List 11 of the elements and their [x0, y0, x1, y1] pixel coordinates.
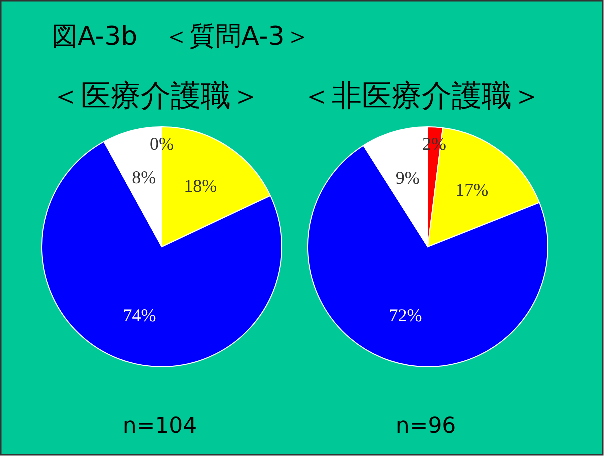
text: n=96	[396, 414, 456, 439]
data-label: 17%	[456, 180, 489, 200]
chart-title: 図A-3b ＜質問A-3＞	[52, 22, 311, 52]
data-label: 18%	[184, 176, 218, 196]
data-label: 8%	[132, 167, 156, 188]
data-label: 74%	[123, 305, 156, 326]
chart-subtitle: ＜医療介護職＞	[51, 79, 261, 114]
data-label: 72%	[389, 305, 422, 326]
chart-subtitle: ＜非医療介護職＞	[302, 79, 542, 114]
text: n=104	[122, 414, 198, 439]
data-label: 9%	[396, 168, 420, 188]
